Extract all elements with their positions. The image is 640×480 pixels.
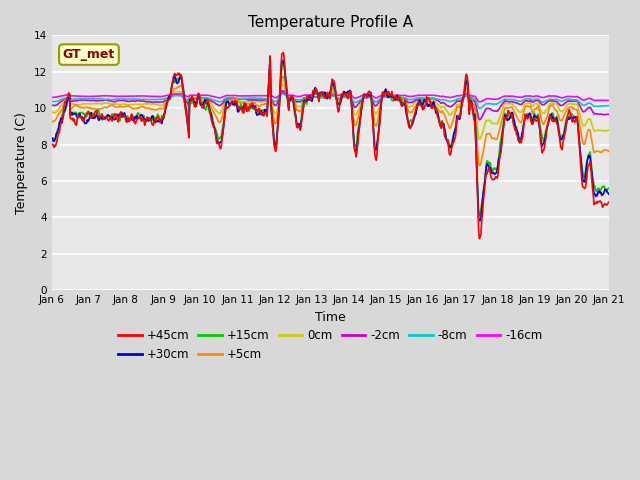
Legend: +45cm, +30cm, +15cm, +5cm, 0cm, -2cm, -8cm, -16cm: +45cm, +30cm, +15cm, +5cm, 0cm, -2cm, -8… [113,324,547,366]
Y-axis label: Temperature (C): Temperature (C) [15,112,28,214]
Title: Temperature Profile A: Temperature Profile A [248,15,413,30]
Text: GT_met: GT_met [63,48,115,61]
X-axis label: Time: Time [315,311,346,324]
